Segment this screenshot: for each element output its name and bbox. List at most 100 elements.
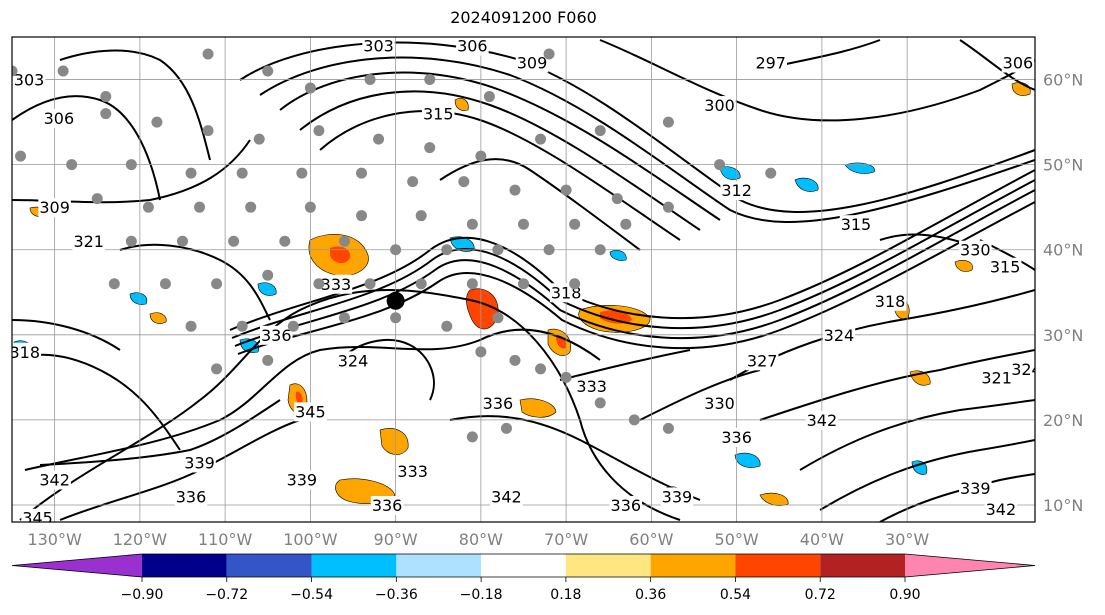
longitude-tick-label: 130°W (27, 530, 82, 549)
longitude-tick-label: 90°W (374, 530, 418, 549)
gray-dot-marker (313, 278, 325, 290)
gray-dot-marker (364, 74, 376, 86)
gray-dot-marker (185, 320, 197, 332)
gray-dot-marker (91, 193, 103, 205)
contour-label: 339 (287, 470, 318, 489)
map-content: 3033063093213183423453393363393453363243… (10, 37, 1042, 528)
contour-label-background (21, 508, 54, 522)
contour-label: 336 (483, 394, 514, 413)
contour-label-background (174, 487, 208, 507)
colorbar-tick-label: −0.36 (375, 587, 418, 603)
gray-dot-marker (338, 312, 350, 324)
contour-label: 309 (39, 198, 70, 217)
colorbar-tick-label: 0.90 (889, 587, 920, 603)
contour-label: 300 (704, 96, 735, 115)
gray-dot-marker (662, 422, 674, 434)
gray-dot-marker (304, 201, 316, 213)
contour-label-background (319, 274, 353, 294)
contour-label: 324 (824, 326, 855, 345)
contour-label: 342 (39, 470, 70, 489)
gray-dot-marker (12, 65, 18, 77)
gray-dot-marker (518, 278, 529, 290)
colorbar-bin (565, 554, 651, 577)
colorbar-tick-label: 0.72 (805, 587, 836, 603)
gray-dot-marker (560, 184, 572, 196)
contour-label-background (745, 351, 779, 371)
contour-label-background (609, 495, 643, 515)
gray-dot-marker (125, 235, 137, 247)
contour-label-background (38, 198, 71, 218)
contour-label-background (660, 487, 694, 507)
gray-dot-marker (441, 244, 453, 256)
contour-label-background (42, 108, 76, 128)
contour-label-background (1010, 359, 1035, 379)
gray-dot-marker (407, 176, 419, 188)
contour-label: 336 (176, 487, 207, 506)
gray-dot-marker (159, 278, 171, 290)
latitude-tick-label: 60°N (1043, 71, 1083, 90)
colorbar-tick-label: −0.72 (205, 587, 248, 603)
gray-dot-marker (304, 82, 316, 94)
contour-label-background (38, 470, 71, 490)
gray-dot-marker (500, 422, 512, 434)
contour-label-background (720, 427, 753, 447)
contour-label: 324 (1011, 360, 1042, 379)
gray-dot-marker (424, 142, 436, 154)
contour-label-background (490, 487, 523, 507)
gray-dot-marker (475, 150, 487, 162)
contour-label: 306 (44, 109, 75, 128)
gray-dot-marker (296, 167, 308, 179)
contour-label-background (1001, 53, 1035, 73)
gray-dot-marker (356, 167, 368, 179)
contour-label: 345 (22, 509, 53, 528)
longitude-tick-label: 60°W (629, 530, 673, 549)
colorbar-tick-label: 0.54 (720, 587, 751, 603)
gray-dot-marker (338, 235, 350, 247)
gray-dot-marker (466, 218, 478, 230)
contour-label: 303 (363, 37, 394, 56)
contour-label: 333 (321, 275, 352, 294)
gray-dot-marker (415, 278, 427, 290)
contour-label-background (754, 53, 787, 73)
gray-dot-marker (628, 414, 640, 426)
contour-label: 342 (491, 487, 522, 506)
map-title: 2024091200 F060 (450, 8, 597, 27)
contour-label-background (336, 351, 370, 371)
contour-label-background (12, 342, 42, 362)
gray-dot-marker (125, 159, 137, 171)
contour-label-background (720, 181, 753, 201)
longitude-tick-label: 120°W (113, 530, 168, 549)
contour-label: 297 (755, 54, 786, 73)
contour-label: 339 (662, 487, 693, 506)
gray-dot-marker (611, 193, 623, 205)
contour-label-background (703, 393, 736, 413)
contour-label-background (260, 325, 293, 345)
gray-dot-marker (262, 269, 274, 281)
gray-dot-marker (228, 235, 240, 247)
contour-label-background (362, 37, 395, 56)
contour-label: 312 (721, 181, 752, 200)
contour-label: 318 (10, 343, 41, 362)
contour-label: 336 (261, 326, 292, 345)
gray-dot-marker (202, 48, 214, 60)
station-markers (12, 48, 777, 443)
gray-dot-marker (492, 312, 504, 324)
colorbar-extend-low (12, 554, 142, 577)
gray-dot-marker (569, 278, 581, 290)
colorbar-bin (226, 554, 312, 577)
gray-dot-marker (236, 167, 248, 179)
contour-label-background (575, 376, 608, 396)
contour-label: 321 (73, 232, 104, 251)
contour-label-background (703, 96, 736, 116)
contour-label: 318 (875, 292, 906, 311)
gray-dot-marker (373, 133, 385, 145)
gray-dot-marker (15, 150, 27, 162)
longitude-tick-label: 30°W (885, 530, 929, 549)
contour-label: 303 (14, 71, 45, 90)
gray-dot-marker (142, 201, 154, 213)
gray-dot-marker (185, 167, 197, 179)
latitude-tick-label: 20°N (1043, 411, 1083, 430)
gray-dot-marker (492, 244, 504, 256)
contour-label: 315 (990, 258, 1021, 277)
